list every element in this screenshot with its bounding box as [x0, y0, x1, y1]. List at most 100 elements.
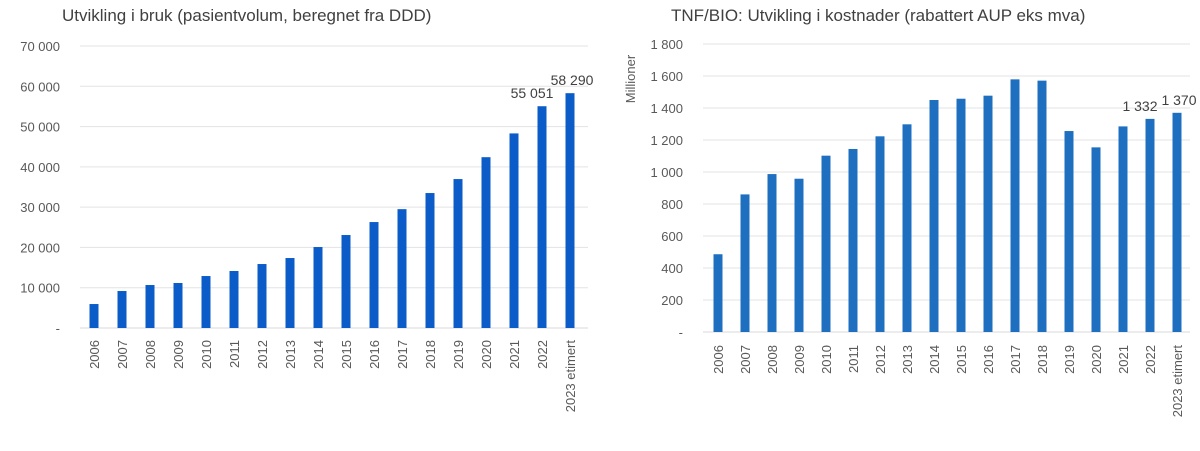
bar: [1037, 80, 1047, 332]
chart-costs: TNF/BIO: Utvikling i kostnader (rabatter…: [623, 6, 1197, 417]
y-tick-label: -: [56, 321, 60, 336]
bar: [1118, 126, 1128, 333]
bar: [1091, 147, 1101, 332]
x-tick-label: 2015: [954, 345, 969, 374]
x-tick-label: 2017: [1008, 345, 1023, 374]
bar: [201, 276, 211, 328]
y-tick-label: 40 000: [20, 160, 60, 175]
data-label: 1 370: [1161, 92, 1196, 108]
x-tick-label: 2017: [395, 340, 410, 369]
bar: [313, 247, 323, 328]
bar: [875, 136, 885, 332]
data-label: 55 051: [511, 85, 554, 101]
x-tick-label: 2007: [738, 345, 753, 374]
x-tick-label: 2013: [283, 340, 298, 369]
bar: [453, 179, 463, 328]
x-axis-ticks: 2006 2007 2008 2009 2010 2011 2012 2013 2014 2015…: [87, 340, 578, 413]
chart-patient-volume: Utvikling i bruk (pasientvolum, beregnet…: [20, 6, 593, 412]
bar: [956, 98, 966, 332]
x-tick-label: 2011: [227, 340, 242, 368]
x-axis-ticks: 2006 2007 2008 2009 2010 2011 2012 2013 2014 2015…: [711, 345, 1185, 418]
bar: [481, 157, 491, 328]
bar: [425, 193, 435, 328]
bar: [821, 155, 831, 332]
x-tick-label: 2014: [311, 340, 326, 369]
bar: [285, 258, 295, 328]
chart-title: TNF/BIO: Utvikling i kostnader (rabatter…: [671, 6, 1085, 25]
bar: [929, 100, 939, 332]
bar: [902, 124, 912, 332]
y-tick-label: 800: [661, 197, 683, 212]
x-tick-label: 2008: [143, 340, 158, 369]
bar: [117, 291, 127, 328]
bar: [145, 285, 155, 328]
y-tick-label: 30 000: [20, 200, 60, 215]
y-tick-label: 400: [661, 261, 683, 276]
x-tick-label: 2006: [87, 340, 102, 369]
x-tick-label: 2015: [339, 340, 354, 369]
bar: [713, 254, 723, 332]
y-tick-label: 600: [661, 229, 683, 244]
bars: [89, 93, 575, 329]
bars: [713, 79, 1182, 333]
x-tick-label: 2016: [981, 345, 996, 374]
bar: [1064, 131, 1074, 332]
bar: [173, 283, 183, 328]
bar: [983, 95, 993, 333]
bar: [341, 235, 351, 328]
x-tick-label: 2010: [199, 340, 214, 369]
y-tick-label: 70 000: [20, 39, 60, 54]
x-tick-label: 2013: [900, 345, 915, 374]
y-tick-label: 1 000: [650, 165, 683, 180]
bar: [229, 270, 239, 328]
bar: [848, 148, 858, 332]
y-tick-label: 10 000: [20, 281, 60, 296]
bar: [89, 304, 99, 328]
x-tick-label: 2019: [1062, 345, 1077, 374]
data-label: 58 290: [551, 72, 594, 88]
x-tick-label: 2011: [846, 345, 861, 373]
y-tick-label: 20 000: [20, 240, 60, 255]
x-tick-label: 2016: [367, 340, 382, 369]
x-tick-label: 2020: [1089, 345, 1104, 374]
x-tick-label: 2021: [507, 340, 522, 369]
x-tick-label: 2009: [792, 345, 807, 374]
x-tick-label: 2010: [819, 345, 834, 374]
x-tick-label: 2022: [1143, 345, 1158, 374]
gridlines: [703, 43, 1190, 333]
x-tick-label: 2018: [1035, 345, 1050, 374]
y-tick-label: 1 800: [650, 37, 683, 52]
y-tick-label: 50 000: [20, 120, 60, 135]
bar: [794, 178, 804, 332]
y-axis-label: Millioner: [623, 54, 638, 103]
x-tick-label: 2006: [711, 345, 726, 374]
bar: [397, 209, 407, 328]
bar: [1145, 118, 1155, 332]
y-tick-label: 1 600: [650, 69, 683, 84]
y-tick-label: 60 000: [20, 79, 60, 94]
data-label: 1 332: [1122, 98, 1157, 114]
x-tick-label: 2020: [479, 340, 494, 369]
x-tick-label: 2007: [115, 340, 130, 369]
bar: [1172, 112, 1182, 332]
bar: [369, 222, 379, 328]
x-tick-label: 2022: [535, 340, 550, 369]
gridlines: [80, 45, 588, 329]
y-tick-label: -: [679, 325, 683, 340]
bar: [767, 174, 777, 332]
bar: [1010, 79, 1020, 332]
x-tick-label: 2023 etimert: [1170, 345, 1185, 418]
x-tick-label: 2019: [451, 340, 466, 369]
y-tick-label: 200: [661, 293, 683, 308]
x-tick-label: 2012: [255, 340, 270, 369]
x-tick-label: 2018: [423, 340, 438, 369]
y-tick-label: 1 400: [650, 101, 683, 116]
x-tick-label: 2009: [171, 340, 186, 369]
bar: [740, 194, 750, 332]
x-tick-label: 2012: [873, 345, 888, 374]
bar: [257, 264, 267, 328]
bar: [509, 133, 519, 328]
bar: [537, 106, 547, 328]
y-axis-ticks: - 200 400 600 800 1 000 1 200 1 400 1 600 1 800: [650, 37, 683, 340]
